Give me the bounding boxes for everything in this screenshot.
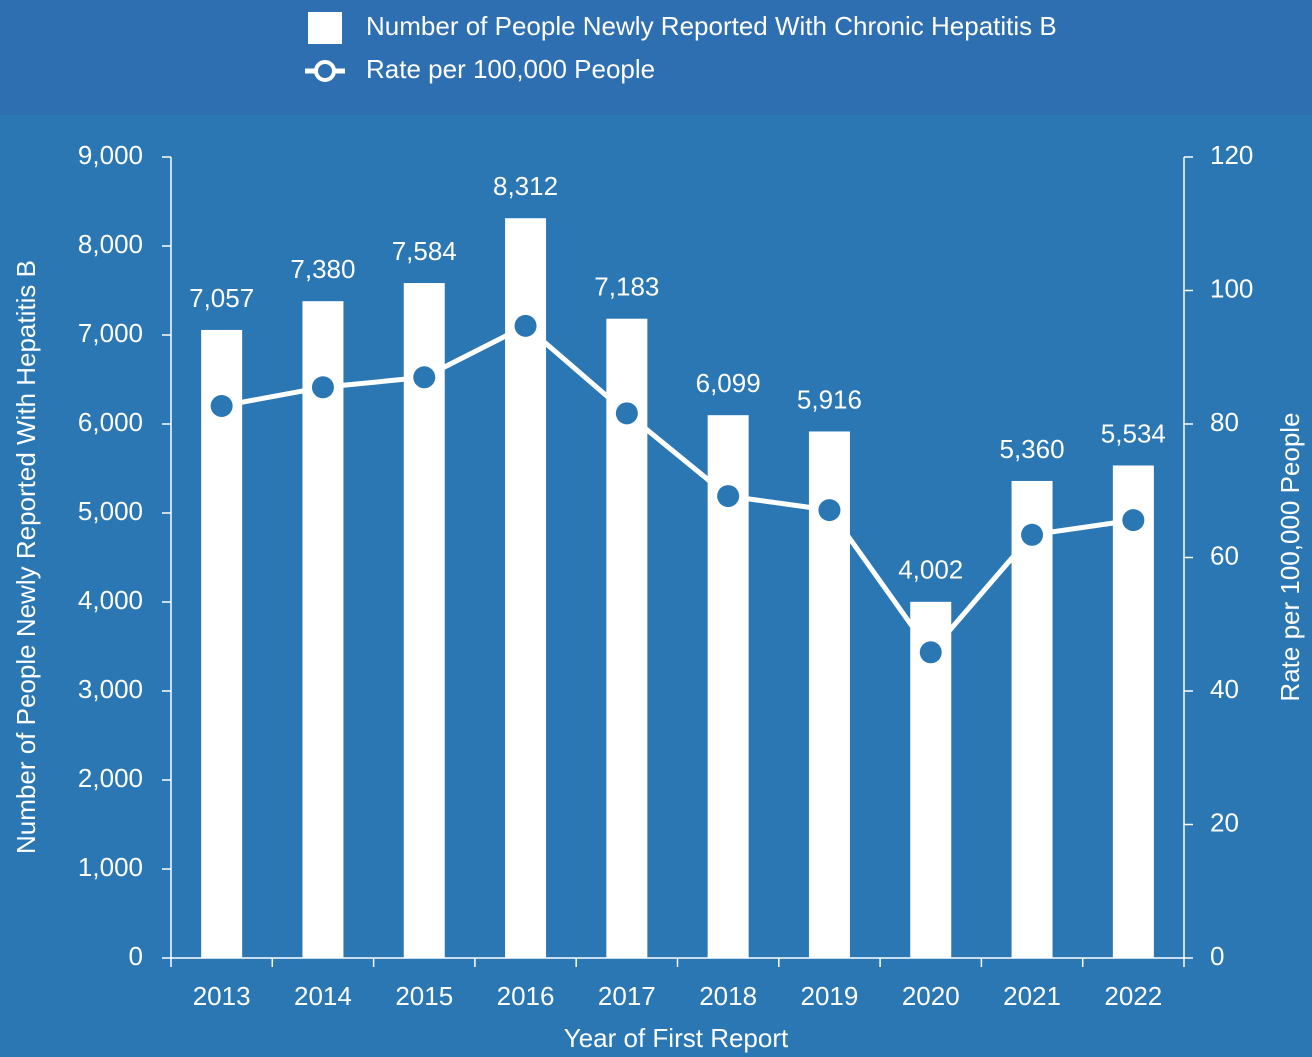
bar (201, 329, 243, 958)
y2-tick-label: 120 (1210, 140, 1253, 170)
bar (1112, 465, 1154, 958)
y2-tick-label: 0 (1210, 941, 1224, 971)
bar-value-label: 4,002 (898, 555, 963, 585)
bar-value-label: 7,584 (392, 236, 457, 266)
x-tick-label: 2019 (801, 981, 859, 1011)
y-tick-label: 2,000 (78, 763, 143, 793)
bar-value-label: 6,099 (696, 368, 761, 398)
rate-point (1122, 509, 1145, 532)
bar (505, 218, 547, 958)
y-tick-label: 6,000 (78, 407, 143, 437)
x-tick-label: 2022 (1104, 981, 1162, 1011)
x-tick-label: 2017 (598, 981, 656, 1011)
y-axis-title: Number of People Newly Reported With Hep… (11, 260, 41, 854)
bar-value-label: 8,312 (493, 171, 558, 201)
y-tick-label: 0 (129, 941, 143, 971)
legend-marker (314, 60, 336, 82)
rate-point (818, 499, 841, 522)
x-tick-label: 2020 (902, 981, 960, 1011)
bar-value-label: 5,916 (797, 384, 862, 414)
rate-point (615, 402, 638, 425)
bar (1011, 480, 1053, 958)
y-tick-label: 5,000 (78, 496, 143, 526)
y2-tick-label: 60 (1210, 540, 1239, 570)
x-tick-label: 2013 (193, 981, 251, 1011)
x-tick-label: 2014 (294, 981, 352, 1011)
y-tick-label: 4,000 (78, 585, 143, 615)
x-tick-label: 2016 (497, 981, 555, 1011)
bar (403, 283, 445, 958)
x-tick-label: 2021 (1003, 981, 1061, 1011)
x-tick-label: 2015 (395, 981, 453, 1011)
y-tick-label: 8,000 (78, 229, 143, 259)
x-tick-label: 2018 (699, 981, 757, 1011)
y-tick-label: 7,000 (78, 318, 143, 348)
y2-tick-label: 40 (1210, 674, 1239, 704)
rate-point (413, 366, 436, 389)
bar-value-label: 5,534 (1101, 418, 1166, 448)
rate-line (221, 322, 1134, 657)
y2-tick-label: 80 (1210, 407, 1239, 437)
legend-label: Number of People Newly Reported With Chr… (366, 11, 1057, 41)
y2-axis-title: Rate per 100,000 People (1275, 412, 1305, 701)
rate-point (717, 485, 740, 508)
bar-value-label: 7,057 (189, 283, 254, 313)
y-tick-label: 9,000 (78, 140, 143, 170)
x-axis-title: Year of First Report (564, 1023, 789, 1053)
legend-band (0, 0, 1312, 115)
rate-point (919, 641, 942, 664)
legend-swatch (308, 12, 342, 44)
bar-value-label: 5,360 (1000, 434, 1065, 464)
rate-point (210, 394, 233, 417)
y-tick-label: 1,000 (78, 852, 143, 882)
rate-point (311, 376, 334, 399)
y2-tick-label: 100 (1210, 273, 1253, 303)
legend-label: Rate per 100,000 People (366, 54, 655, 84)
y-tick-label: 3,000 (78, 674, 143, 704)
bar-value-label: 7,183 (594, 272, 659, 302)
rate-point (1021, 523, 1044, 546)
bar (302, 301, 344, 958)
y2-tick-label: 20 (1210, 807, 1239, 837)
bar-value-label: 7,380 (290, 254, 355, 284)
rate-point (514, 314, 537, 337)
